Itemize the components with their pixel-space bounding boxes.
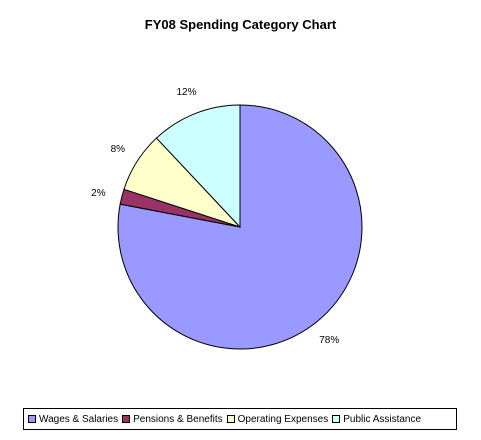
legend-item-public-assistance: Public Assistance	[332, 414, 421, 425]
legend-label-public-assistance: Public Assistance	[343, 413, 422, 425]
pie-slice-public-assistance	[155, 104, 241, 229]
pie-label-pensions: 2%	[91, 188, 106, 199]
legend-label-wages: Wages & Salaries	[39, 413, 119, 425]
legend-label-pensions: Pensions & Benefits	[133, 413, 223, 425]
pie-labels: 78% 2% 8% 12%	[91, 87, 339, 346]
pie-chart: 78% 2% 8% 12%	[91, 87, 363, 350]
legend-label-operating: Operating Expenses	[237, 413, 329, 425]
legend-item-pensions: Pensions & Benefits	[122, 414, 223, 425]
pie-label-wages: 78%	[319, 335, 339, 346]
pie-label-public-assistance: 12%	[176, 87, 196, 98]
legend-swatch-wages	[28, 415, 36, 423]
pie-label-operating: 8%	[111, 144, 126, 155]
legend-item-operating: Operating Expenses	[226, 413, 329, 425]
legend-item-wages: Wages & Salaries	[28, 414, 118, 425]
pie-slices	[117, 104, 363, 350]
legend-swatch-pensions	[122, 415, 131, 423]
legend-swatch-public-assistance	[332, 415, 341, 423]
legend: Wages & Salaries Pensions & Benefits Ope…	[23, 408, 457, 430]
legend-swatch-operating	[226, 415, 235, 423]
chart-title: FY08 Spending Category Chart	[144, 17, 337, 32]
